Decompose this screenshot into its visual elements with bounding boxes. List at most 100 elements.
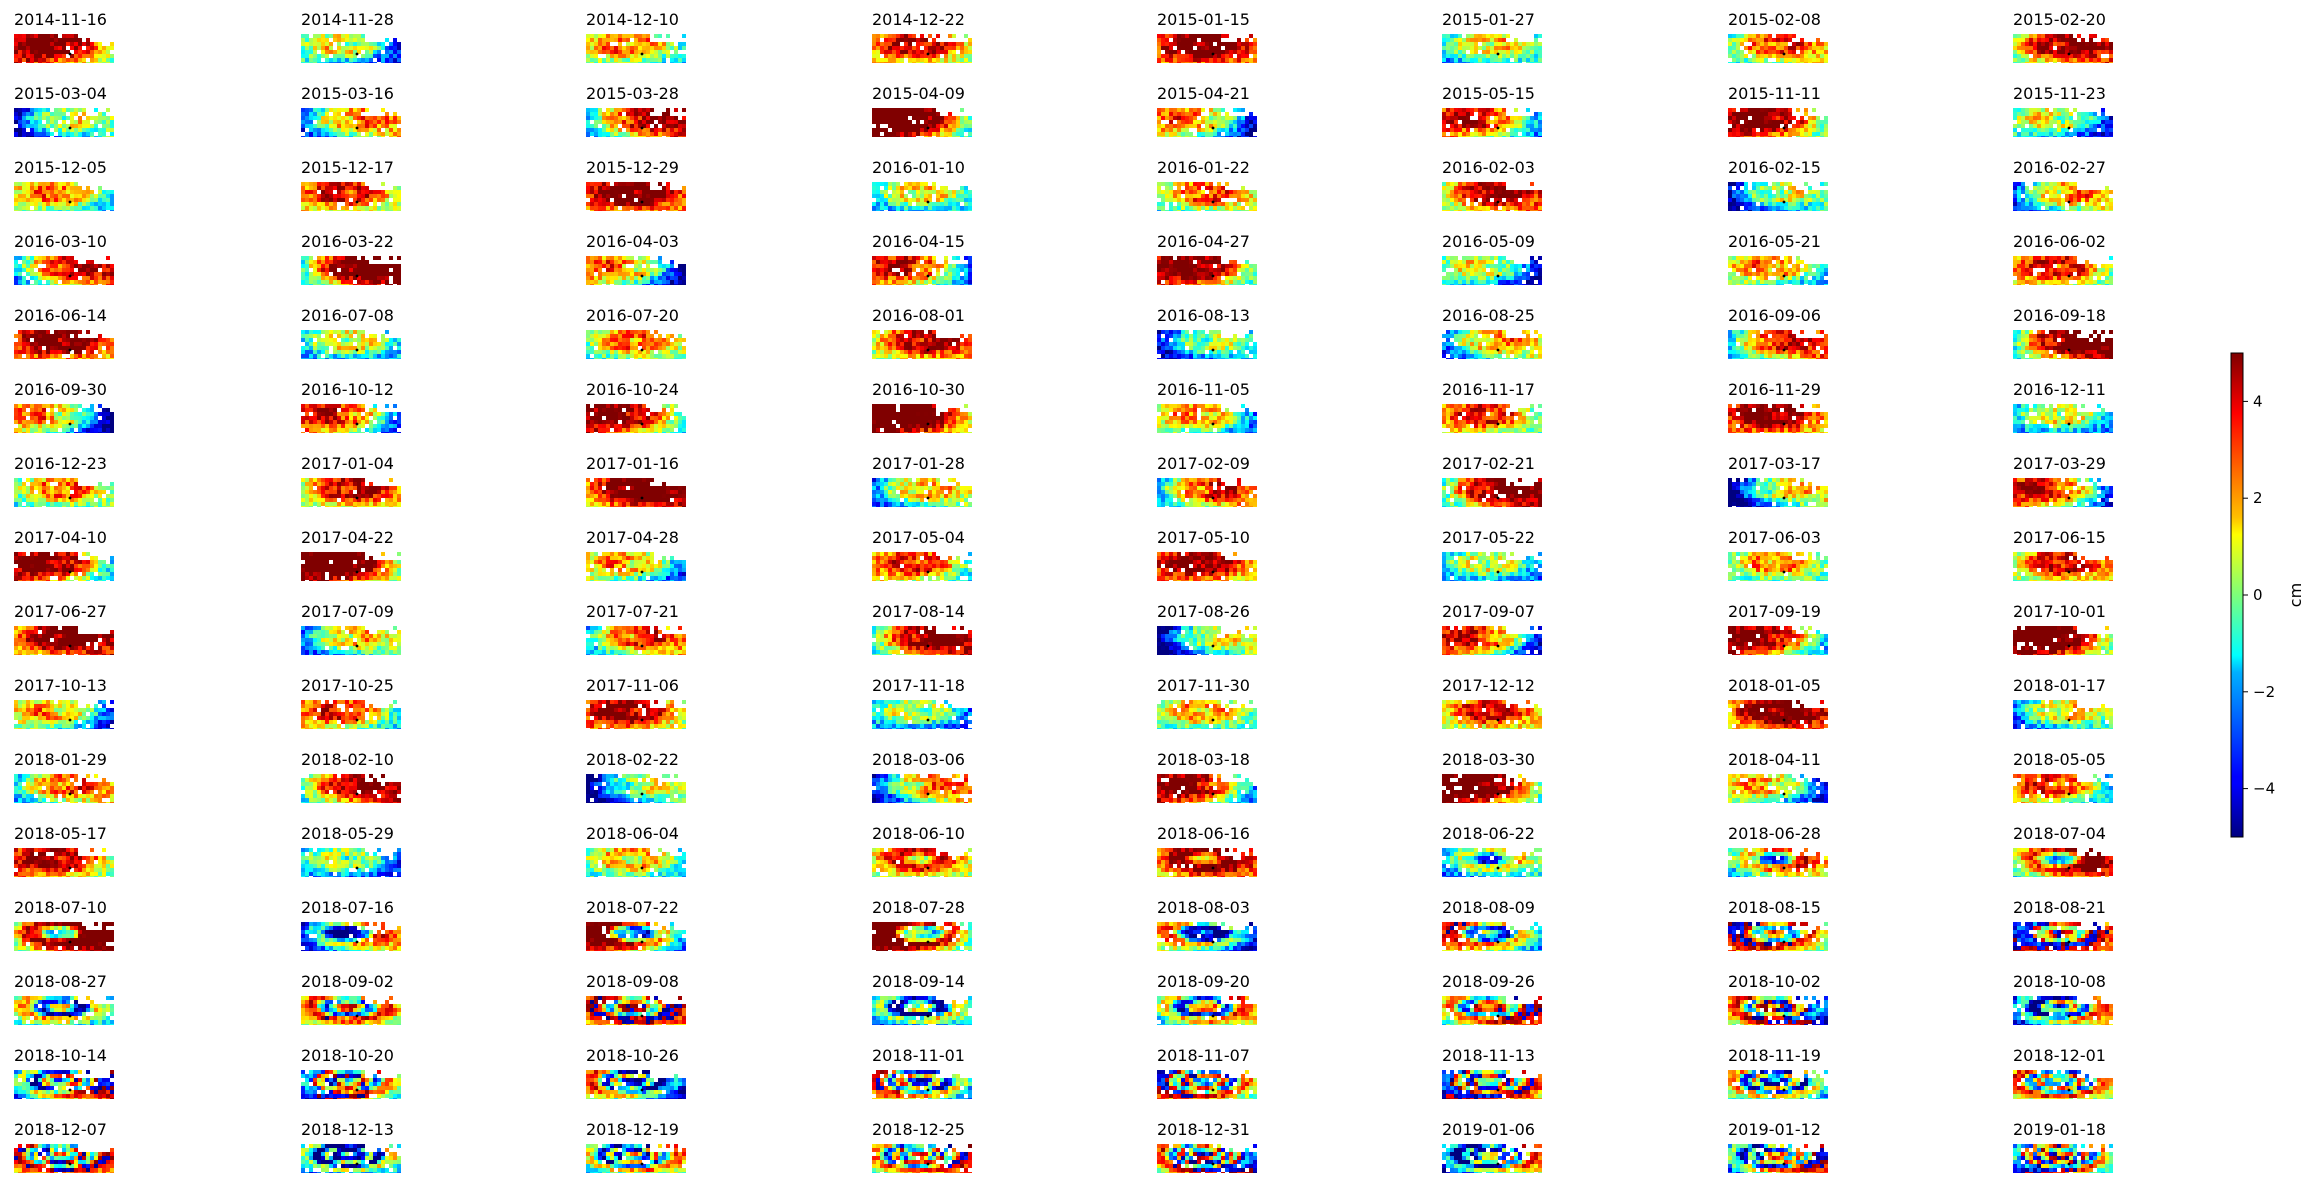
panel-title: 2018-01-29 (14, 750, 107, 769)
panel-title: 2017-06-03 (1728, 528, 1821, 547)
panel-2017-11-06: 2017-11-06 (572, 666, 812, 732)
panel-title: 2017-01-16 (586, 454, 679, 473)
panel-title: 2016-10-24 (586, 380, 679, 399)
panel-title: 2018-09-20 (1157, 972, 1250, 991)
panel-title: 2016-03-10 (14, 232, 107, 251)
panel-title: 2016-02-27 (2013, 158, 2106, 177)
panel-map (586, 552, 686, 581)
panel-title: 2018-08-27 (14, 972, 107, 991)
panel-map (14, 922, 114, 951)
colorbar-tick-label: −2 (2253, 683, 2275, 701)
panel-map (1442, 404, 1542, 433)
panel-2017-08-26: 2017-08-26 (1143, 592, 1383, 658)
panel-title: 2017-06-15 (2013, 528, 2106, 547)
panel-map (872, 1070, 972, 1099)
panel-map (1442, 774, 1542, 803)
panel-2018-12-25: 2018-12-25 (858, 1110, 1098, 1176)
panel-title: 2015-01-15 (1157, 10, 1250, 29)
panel-map (1157, 700, 1257, 729)
panel-title: 2016-04-27 (1157, 232, 1250, 251)
panel-2018-12-19: 2018-12-19 (572, 1110, 812, 1176)
colorbar-gradient (2230, 352, 2244, 838)
panel-2018-08-27: 2018-08-27 (0, 962, 240, 1028)
panel-map (301, 1144, 401, 1173)
panel-map (1157, 996, 1257, 1025)
panel-2014-12-10: 2014-12-10 (572, 0, 812, 66)
panel-2016-06-02: 2016-06-02 (1999, 222, 2239, 288)
panel-map (872, 922, 972, 951)
panel-title: 2016-06-14 (14, 306, 107, 325)
panel-title: 2018-10-08 (2013, 972, 2106, 991)
panel-map (1728, 404, 1828, 433)
panel-title: 2018-05-05 (2013, 750, 2106, 769)
panel-2015-11-23: 2015-11-23 (1999, 74, 2239, 140)
panel-map (586, 626, 686, 655)
panel-map (2013, 922, 2113, 951)
panel-map (1728, 34, 1828, 63)
panel-2018-08-21: 2018-08-21 (1999, 888, 2239, 954)
panel-2018-03-18: 2018-03-18 (1143, 740, 1383, 806)
panel-map (301, 256, 401, 285)
panel-map (1442, 108, 1542, 137)
panel-title: 2018-06-28 (1728, 824, 1821, 843)
panel-map (1728, 256, 1828, 285)
panel-title: 2018-11-13 (1442, 1046, 1535, 1065)
panel-title: 2017-06-27 (14, 602, 107, 621)
panel-title: 2016-11-17 (1442, 380, 1535, 399)
panel-2016-08-13: 2016-08-13 (1143, 296, 1383, 362)
panel-title: 2018-10-14 (14, 1046, 107, 1065)
panel-2018-07-04: 2018-07-04 (1999, 814, 2239, 880)
panel-2019-01-18: 2019-01-18 (1999, 1110, 2239, 1176)
panel-title: 2018-09-26 (1442, 972, 1535, 991)
panel-2018-12-13: 2018-12-13 (287, 1110, 527, 1176)
panel-2017-10-13: 2017-10-13 (0, 666, 240, 732)
panel-2017-12-12: 2017-12-12 (1428, 666, 1668, 732)
panel-2018-11-07: 2018-11-07 (1143, 1036, 1383, 1102)
panel-2017-06-03: 2017-06-03 (1714, 518, 1954, 584)
panel-2018-07-28: 2018-07-28 (858, 888, 1098, 954)
panel-title: 2018-11-07 (1157, 1046, 1250, 1065)
panel-map (1442, 922, 1542, 951)
panel-title: 2018-09-02 (301, 972, 394, 991)
panel-title: 2017-03-17 (1728, 454, 1821, 473)
panel-2018-09-02: 2018-09-02 (287, 962, 527, 1028)
panel-map (872, 478, 972, 507)
panel-title: 2016-09-30 (14, 380, 107, 399)
panel-title: 2018-03-30 (1442, 750, 1535, 769)
panel-2014-11-16: 2014-11-16 (0, 0, 240, 66)
panel-title: 2018-04-11 (1728, 750, 1821, 769)
panel-map (301, 404, 401, 433)
panel-map (14, 182, 114, 211)
panel-map (1442, 700, 1542, 729)
panel-map (1157, 108, 1257, 137)
panel-title: 2016-04-15 (872, 232, 965, 251)
panel-map (586, 34, 686, 63)
panel-2018-02-10: 2018-02-10 (287, 740, 527, 806)
panel-2014-12-22: 2014-12-22 (858, 0, 1098, 66)
panel-2018-03-06: 2018-03-06 (858, 740, 1098, 806)
panel-title: 2018-10-02 (1728, 972, 1821, 991)
panel-title: 2016-01-10 (872, 158, 965, 177)
panel-2017-03-17: 2017-03-17 (1714, 444, 1954, 510)
panel-2016-09-18: 2016-09-18 (1999, 296, 2239, 362)
panel-title: 2016-11-29 (1728, 380, 1821, 399)
panel-2016-08-25: 2016-08-25 (1428, 296, 1668, 362)
panel-map (2013, 182, 2113, 211)
panel-title: 2017-10-01 (2013, 602, 2106, 621)
panel-2018-12-01: 2018-12-01 (1999, 1036, 2239, 1102)
panel-2016-07-08: 2016-07-08 (287, 296, 527, 362)
colorbar-tick-label: 2 (2253, 489, 2263, 507)
panel-title: 2017-05-04 (872, 528, 965, 547)
panel-title: 2017-03-29 (2013, 454, 2106, 473)
panel-title: 2016-05-21 (1728, 232, 1821, 251)
panel-map (872, 330, 972, 359)
colorbar-tick-label: 4 (2253, 392, 2263, 410)
panel-title: 2017-11-18 (872, 676, 965, 695)
panel-2017-07-21: 2017-07-21 (572, 592, 812, 658)
panel-2016-06-14: 2016-06-14 (0, 296, 240, 362)
panel-map (301, 552, 401, 581)
panel-map (586, 478, 686, 507)
panel-2016-08-01: 2016-08-01 (858, 296, 1098, 362)
panel-map (586, 330, 686, 359)
panel-2017-02-21: 2017-02-21 (1428, 444, 1668, 510)
